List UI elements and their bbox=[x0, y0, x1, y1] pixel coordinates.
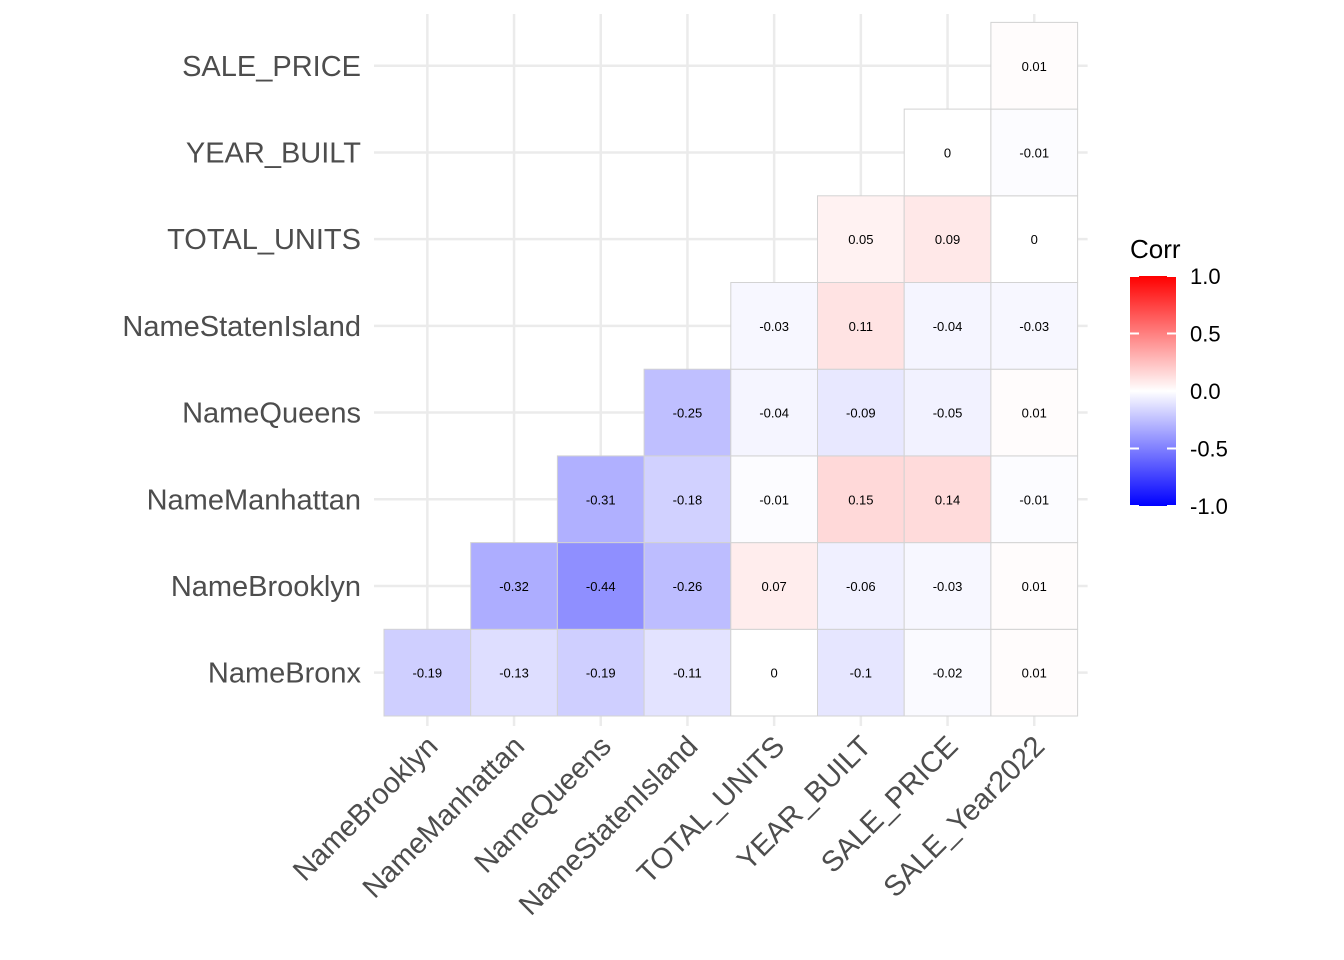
y-tick-label: NameBrooklyn bbox=[171, 571, 361, 603]
cell-value-label: 0.14 bbox=[935, 492, 960, 507]
heatmap-cell bbox=[730, 368, 818, 457]
cell-value-label: -0.03 bbox=[933, 579, 963, 594]
cell-value-label: 0.05 bbox=[848, 232, 873, 247]
heatmap-cell bbox=[643, 368, 732, 457]
heatmap-cell bbox=[903, 628, 992, 717]
heatmap-cell bbox=[817, 628, 905, 717]
heatmap-cell bbox=[730, 455, 818, 544]
heatmap-cell bbox=[990, 21, 1079, 110]
legend-ticks: 1.0 0.5 0.0 -0.5 -1.0 bbox=[1130, 264, 1228, 519]
heatmap-cells bbox=[383, 21, 1079, 717]
heatmap-cell bbox=[903, 455, 992, 544]
cell-value-label: 0 bbox=[944, 145, 951, 160]
legend-tick-label: 0.0 bbox=[1190, 379, 1221, 404]
heatmap-cell bbox=[556, 542, 645, 630]
cell-value-label: -0.31 bbox=[586, 492, 616, 507]
y-tick-label: YEAR_BUILT bbox=[186, 137, 361, 169]
heatmap-cell bbox=[990, 628, 1079, 717]
cell-value-label: -0.01 bbox=[759, 492, 789, 507]
heatmap-cell bbox=[903, 542, 992, 630]
cell-value-label: -0.01 bbox=[1019, 492, 1049, 507]
heatmap-cell bbox=[817, 282, 905, 370]
cell-value-label: -0.01 bbox=[1019, 145, 1049, 160]
cell-value-label: -0.13 bbox=[499, 666, 529, 681]
cell-value-label: -0.19 bbox=[586, 666, 616, 681]
legend-tick-label: -1.0 bbox=[1190, 494, 1228, 519]
cell-value-label: 0.09 bbox=[935, 232, 960, 247]
cell-value-label: -0.26 bbox=[673, 579, 703, 594]
cell-value-label: -0.18 bbox=[673, 492, 703, 507]
cell-value-label: -0.11 bbox=[673, 666, 702, 681]
cell-value-label: -0.32 bbox=[499, 579, 529, 594]
y-tick-label: TOTAL_UNITS bbox=[167, 224, 361, 256]
heatmap-cell bbox=[817, 195, 905, 283]
cell-value-label: 0 bbox=[1031, 232, 1038, 247]
cell-value-label: -0.02 bbox=[933, 666, 963, 681]
cell-value-label: 0.01 bbox=[1022, 406, 1047, 421]
heatmap-cell bbox=[470, 628, 558, 717]
heatmap-cell bbox=[383, 628, 472, 717]
cell-value-labels: -0.19 -0.13 -0.19 -0.11 0 -0.1 -0.02 0.01 -0.32 -… bbox=[413, 59, 1050, 681]
legend-tick-label: 0.5 bbox=[1190, 322, 1221, 347]
y-axis: NameBronx NameBrooklyn NameManhattan NameQu… bbox=[122, 51, 361, 690]
heatmap-cell bbox=[903, 282, 992, 370]
cell-value-label: 0.01 bbox=[1022, 59, 1047, 74]
cell-value-label: -0.09 bbox=[846, 406, 876, 421]
heatmap-cell bbox=[730, 282, 818, 370]
y-tick-label: SALE_PRICE bbox=[182, 51, 361, 83]
cell-value-label: -0.03 bbox=[759, 319, 789, 334]
cell-value-label: 0.01 bbox=[1022, 579, 1047, 594]
y-tick-label: NameManhattan bbox=[147, 484, 361, 516]
legend-title: Corr bbox=[1130, 234, 1181, 264]
cell-value-label: -0.44 bbox=[586, 579, 616, 594]
cell-value-label: 0.01 bbox=[1022, 666, 1047, 681]
cell-value-label: -0.1 bbox=[850, 666, 872, 681]
y-tick-label: NameBronx bbox=[208, 658, 362, 690]
heatmap-cell bbox=[990, 108, 1079, 197]
heatmap-cell bbox=[643, 628, 732, 717]
cell-value-label: 0.11 bbox=[849, 319, 873, 334]
cell-value-label: -0.19 bbox=[413, 666, 443, 681]
heatmap-cell bbox=[903, 195, 992, 283]
heatmap-cell bbox=[730, 628, 818, 717]
cell-value-label: 0.07 bbox=[761, 579, 786, 594]
cell-value-label: 0.15 bbox=[848, 492, 873, 507]
heatmap-cell bbox=[903, 108, 992, 197]
heatmap-cell bbox=[990, 368, 1079, 457]
cell-value-label: 0 bbox=[771, 666, 778, 681]
cell-value-label: -0.03 bbox=[1019, 319, 1049, 334]
cell-value-label: -0.04 bbox=[759, 406, 789, 421]
cell-value-label: -0.04 bbox=[933, 319, 963, 334]
heatmap-cell bbox=[470, 542, 558, 630]
y-tick-label: NameQueens bbox=[182, 398, 361, 430]
legend-tick-label: 1.0 bbox=[1190, 264, 1221, 289]
y-tick-label: NameStatenIsland bbox=[122, 311, 361, 343]
legend-tick-label: -0.5 bbox=[1190, 437, 1228, 462]
cell-value-label: -0.05 bbox=[933, 406, 963, 421]
cell-value-label: -0.06 bbox=[846, 579, 876, 594]
heatmap-cell bbox=[556, 628, 645, 717]
heatmap-cell bbox=[903, 368, 992, 457]
cell-value-label: -0.25 bbox=[673, 406, 703, 421]
heatmap-cell bbox=[643, 542, 732, 630]
color-legend: Corr 1.0 0.5 0.0 -0.5 -1.0 bbox=[1130, 234, 1228, 519]
